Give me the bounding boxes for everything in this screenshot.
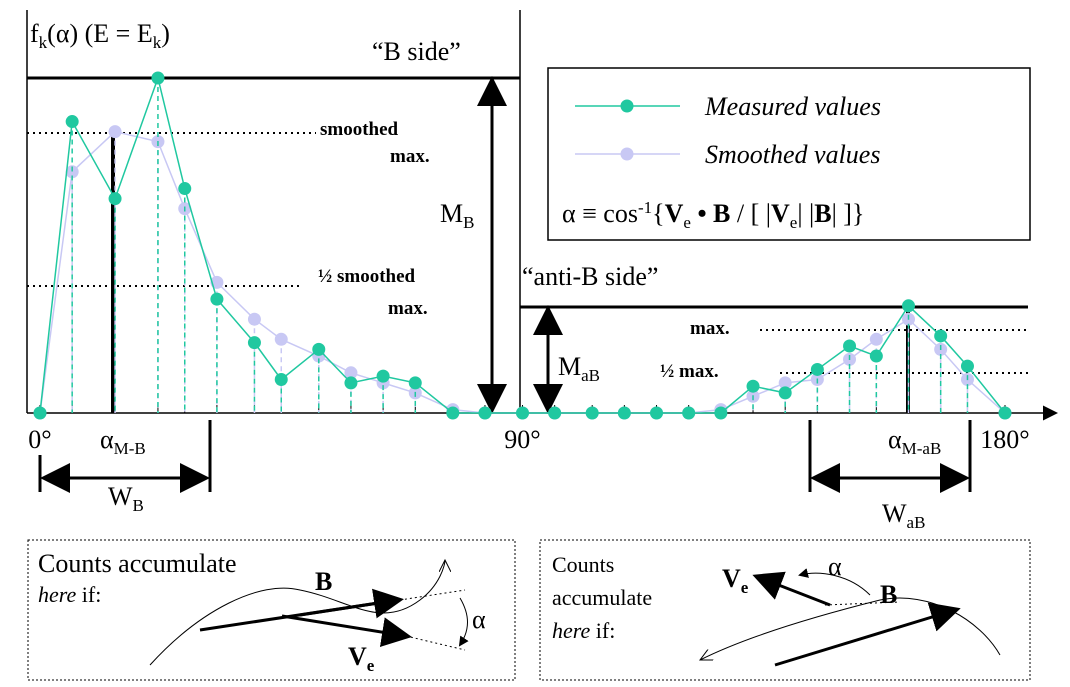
data-point xyxy=(344,366,358,380)
data-point xyxy=(650,406,664,420)
annotation: max. xyxy=(388,298,428,319)
annotation: αM-B xyxy=(100,425,146,458)
box-text: Counts xyxy=(552,552,614,577)
angle-label: α xyxy=(828,552,842,581)
data-point xyxy=(585,406,599,420)
annotation: max. xyxy=(690,318,730,339)
box-text: Counts accumulate xyxy=(38,549,237,578)
data-point xyxy=(108,125,122,139)
x-tick-label: 90° xyxy=(504,425,540,454)
annotation: MaB xyxy=(558,352,600,385)
data-point xyxy=(108,192,122,206)
data-point xyxy=(274,332,288,346)
annotation: smoothed xyxy=(320,119,399,140)
data-point xyxy=(446,406,460,420)
data-point xyxy=(960,359,974,373)
vector-label: Ve xyxy=(722,564,749,597)
annotation: ½ max. xyxy=(660,361,719,382)
data-point xyxy=(778,376,792,390)
vector-label: B xyxy=(880,580,897,609)
data-point xyxy=(682,406,696,420)
data-point xyxy=(778,386,792,400)
data-point xyxy=(998,406,1012,420)
box-text: here if: xyxy=(38,582,101,607)
data-point xyxy=(274,373,288,386)
data-point xyxy=(869,332,883,346)
data-point xyxy=(376,369,390,383)
data-point xyxy=(178,182,192,196)
x-tick-label: 0° xyxy=(28,425,51,454)
data-point xyxy=(714,406,728,420)
annotation: WaB xyxy=(882,499,925,532)
data-point xyxy=(65,165,79,179)
x-tick-label: 180° xyxy=(980,425,1029,454)
legend-marker xyxy=(620,99,634,113)
annotation: MB xyxy=(440,199,474,232)
data-point xyxy=(247,336,261,350)
data-point xyxy=(478,406,492,420)
annotation: ½ smoothed xyxy=(318,266,416,287)
b-side-label: “B side” xyxy=(372,37,461,66)
data-point xyxy=(843,339,857,353)
data-point xyxy=(344,376,358,390)
vector-label: B xyxy=(315,567,332,596)
data-point xyxy=(902,299,915,313)
vector-label: Ve xyxy=(348,642,375,675)
data-point xyxy=(312,342,326,356)
data-point xyxy=(408,376,422,390)
anti-b-side-label: “anti-B side” xyxy=(522,262,658,291)
legend-marker xyxy=(620,147,634,161)
box-text: here if: xyxy=(552,618,615,643)
data-point xyxy=(548,406,562,420)
annotation: WB xyxy=(108,482,144,515)
annotation: αM-aB xyxy=(888,425,941,458)
box-text: accumulate xyxy=(552,585,652,610)
legend-label: Smoothed values xyxy=(705,140,880,169)
chart-title: fk(α) (E = Ek) xyxy=(30,19,170,52)
data-point xyxy=(247,312,261,326)
data-point xyxy=(617,406,631,420)
data-point xyxy=(65,115,79,129)
frame xyxy=(26,10,1058,681)
data-point xyxy=(810,362,824,376)
data-point xyxy=(516,406,529,420)
data-point xyxy=(33,406,47,420)
data-point xyxy=(746,379,760,393)
angle-label: α xyxy=(472,605,486,634)
annotation: max. xyxy=(390,146,430,167)
formula: α ≡ cos-1{Ve • B / [ |Ve| |B| ]} xyxy=(562,198,864,232)
data-point xyxy=(934,329,948,343)
legend-label: Measured values xyxy=(704,92,881,121)
data-point xyxy=(151,71,165,85)
data-point xyxy=(869,349,883,363)
data-point xyxy=(210,292,224,306)
